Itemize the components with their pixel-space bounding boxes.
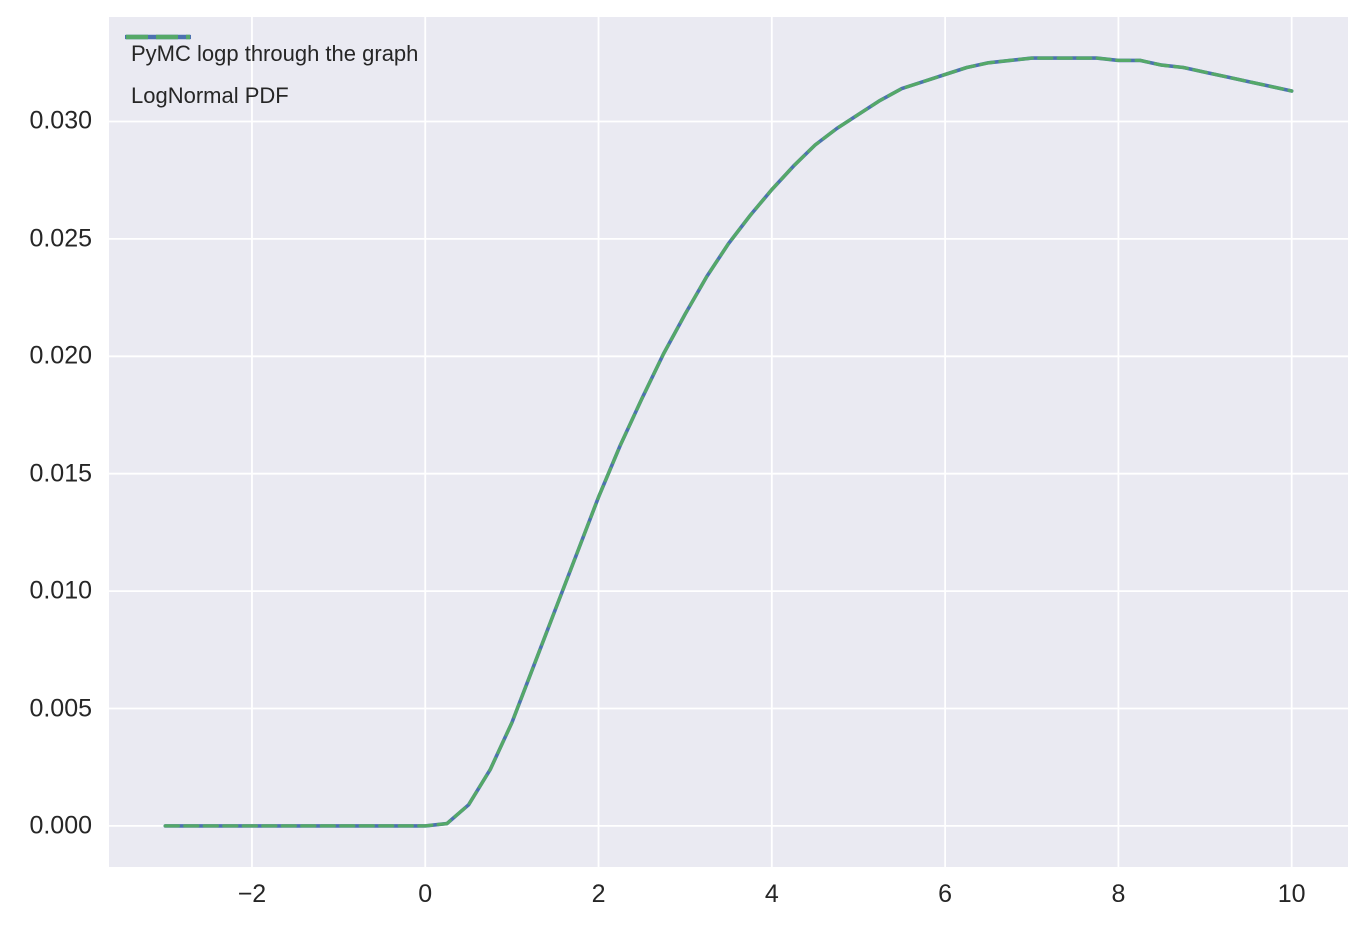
legend-item: PyMC logp through the graph (109, 33, 418, 75)
y-tick-label: 0.005 (29, 694, 92, 722)
x-tick-label: 2 (591, 880, 606, 908)
plot-area: PyMC logp through the graph LogNormal PD… (109, 17, 1348, 867)
y-tick-label: 0.030 (29, 106, 92, 135)
x-tick-label: 8 (1111, 880, 1126, 908)
y-tick-label: 0.000 (29, 811, 92, 840)
series-line-1 (163, 56, 1294, 828)
series-line-0 (163, 56, 1294, 828)
legend: PyMC logp through the graph LogNormal PD… (109, 33, 418, 117)
y-tick-label: 0.025 (29, 224, 92, 253)
legend-label: LogNormal PDF (131, 83, 289, 108)
x-tick-label: 10 (1277, 880, 1306, 908)
legend-item: LogNormal PDF (109, 34, 418, 117)
legend-label: PyMC logp through the graph (131, 41, 419, 66)
chart-canvas (109, 17, 1348, 867)
x-tick-label: 0 (418, 880, 433, 908)
legend-dashed-line-sample (126, 34, 190, 40)
x-tick-label: −2 (237, 880, 267, 908)
y-tick-label: 0.010 (29, 576, 92, 605)
y-tick-label: 0.015 (29, 459, 92, 488)
x-tick-label: 4 (764, 880, 779, 908)
x-tick-label: 6 (938, 880, 953, 908)
y-tick-label: 0.020 (29, 341, 92, 370)
